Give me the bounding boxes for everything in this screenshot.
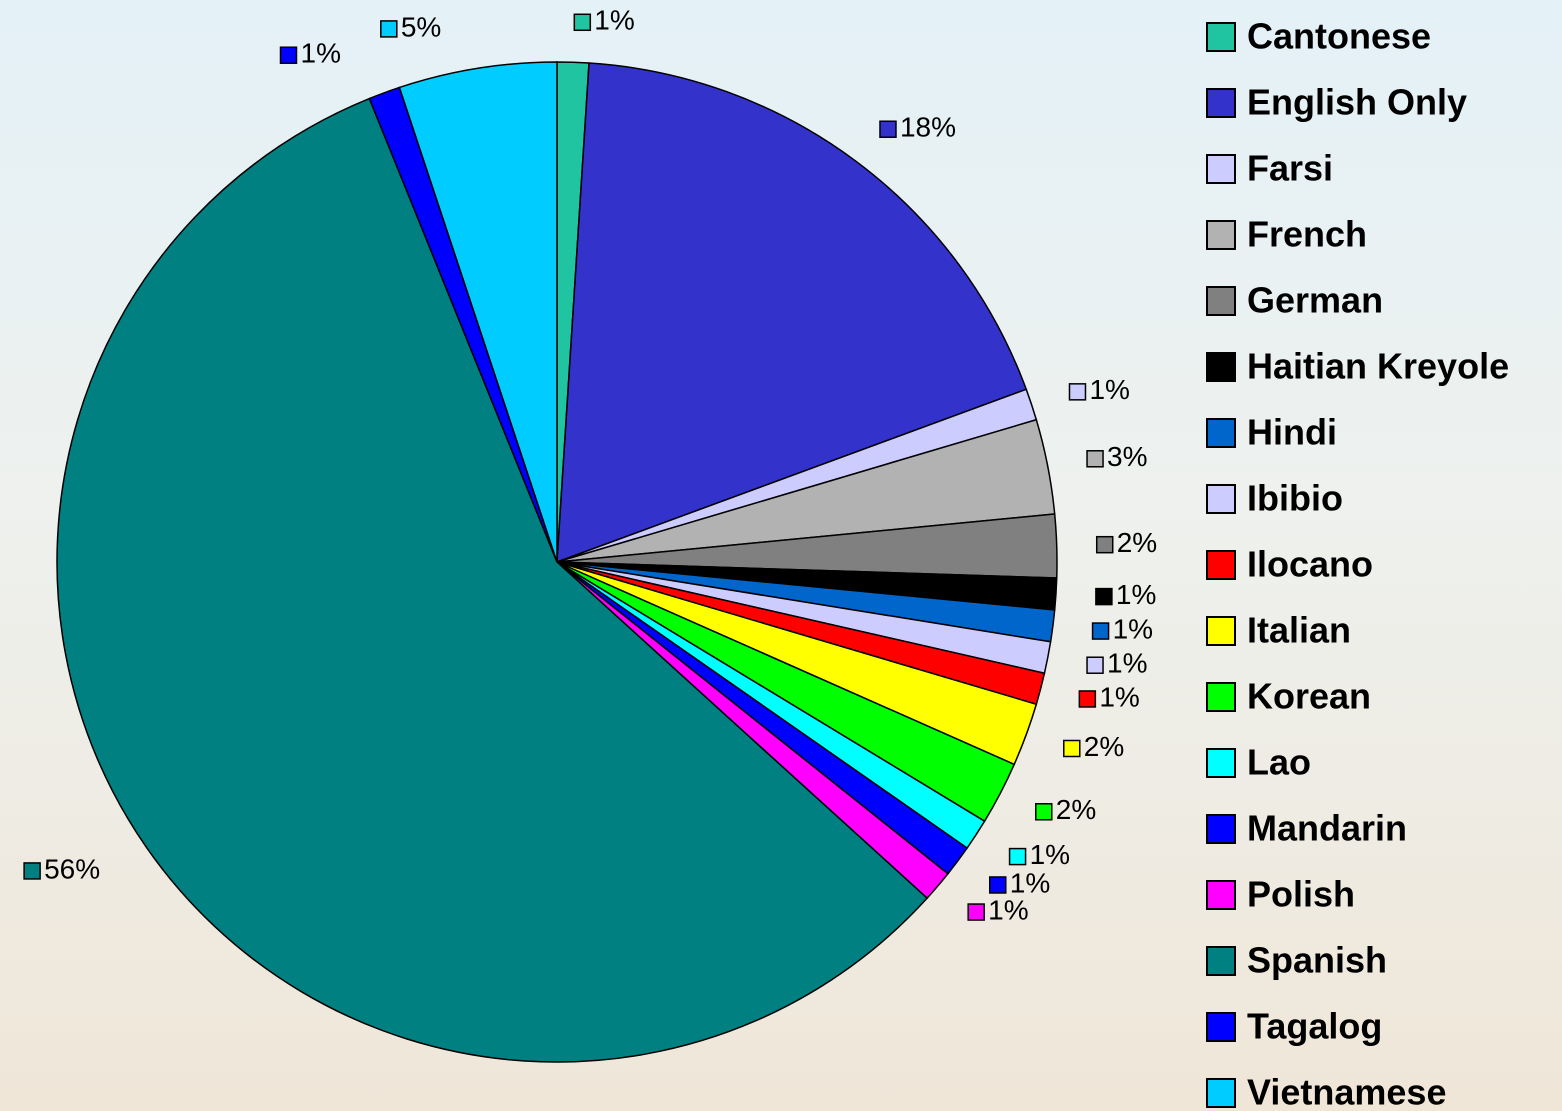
value-label-swatch (1086, 450, 1104, 468)
value-label: 1% (301, 38, 341, 69)
value-label: 1% (1099, 681, 1139, 712)
legend-swatch (1206, 352, 1236, 382)
legend-swatch (1206, 550, 1236, 580)
value-label-swatch (1086, 656, 1104, 674)
value-label: 1% (1030, 839, 1070, 870)
legend-label: German (1247, 280, 1383, 321)
legend-swatch (1206, 484, 1236, 514)
legend-swatch (1206, 418, 1236, 448)
value-label-swatch (1095, 535, 1114, 554)
legend-label: Cantonese (1247, 16, 1431, 57)
value-label-swatch (1035, 803, 1053, 821)
value-label-swatch (967, 903, 985, 921)
legend-swatch (1206, 220, 1236, 250)
value-label-swatch (23, 862, 41, 880)
legend-swatch (1206, 616, 1236, 646)
value-label: 2% (1084, 731, 1124, 762)
legend-label: Korean (1247, 676, 1371, 717)
legend-swatch (1206, 748, 1236, 778)
value-label-swatch (1008, 847, 1027, 866)
legend-label: Lao (1247, 742, 1311, 783)
value-label-swatch (1063, 739, 1081, 758)
legend-label: Ilocano (1247, 544, 1373, 585)
legend-label: Hindi (1247, 412, 1337, 453)
value-label-swatch (279, 46, 298, 64)
legend-label: French (1247, 214, 1367, 255)
legend-swatch (1206, 946, 1236, 976)
value-label: 2% (1056, 794, 1096, 825)
value-label-swatch (879, 120, 897, 138)
slice (56, 97, 929, 1063)
legend-swatch (1206, 1078, 1236, 1108)
legend-label: Italian (1247, 610, 1351, 651)
legend-label: Haitian Kreyole (1247, 346, 1509, 387)
slice (398, 61, 558, 563)
value-label-swatch (573, 13, 592, 32)
value-label: 2% (1117, 527, 1157, 558)
legend-label: Mandarin (1247, 808, 1407, 849)
value-label: 56% (44, 853, 100, 884)
legend-swatch (1206, 1012, 1236, 1042)
value-label: 1% (594, 5, 634, 36)
value-label: 5% (401, 11, 441, 42)
value-label: 1% (1107, 648, 1147, 679)
value-label: 3% (1107, 441, 1147, 472)
legend-swatch (1206, 286, 1236, 316)
value-label-swatch (1078, 690, 1097, 708)
legend-swatch (1206, 814, 1236, 844)
legend-swatch (1206, 880, 1236, 910)
legend-label: Polish (1247, 874, 1355, 915)
value-label: 1% (988, 894, 1028, 925)
legend-label: English Only (1247, 82, 1467, 123)
legend-label: Farsi (1247, 148, 1333, 189)
value-label: 1% (1116, 579, 1156, 610)
slice (556, 62, 1028, 564)
legend-label: Vietnamese (1247, 1072, 1446, 1111)
value-label-swatch (1091, 622, 1110, 640)
value-label: 1% (1113, 613, 1153, 644)
legend-label: Spanish (1247, 940, 1387, 981)
value-label: 1% (1089, 374, 1129, 405)
legend-label: Ibibio (1247, 478, 1343, 519)
legend-swatch (1206, 154, 1236, 184)
legend-swatch (1206, 22, 1236, 52)
value-label-swatch (1068, 383, 1087, 401)
value-label: 18% (900, 112, 956, 143)
value-label-swatch (989, 876, 1007, 894)
legend-swatch (1206, 682, 1236, 712)
value-label-swatch (1095, 587, 1113, 606)
legend-swatch (1206, 88, 1236, 118)
value-label: 1% (1010, 867, 1050, 898)
legend-label: Tagalog (1247, 1006, 1382, 1047)
value-label-swatch (380, 20, 398, 38)
